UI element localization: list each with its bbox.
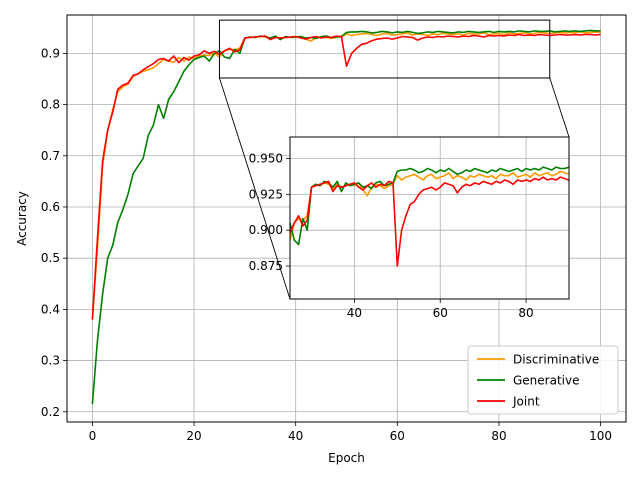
- main-lines: [91, 29, 601, 405]
- inset-background: [290, 137, 569, 299]
- inset-x-tick-label: 80: [518, 306, 533, 320]
- inset-y-tick-label: 0.900: [249, 223, 283, 237]
- main-y-tick-label: 0.8: [41, 98, 60, 112]
- series-line-discriminative: [91, 31, 601, 320]
- inset-lines: [290, 166, 569, 267]
- legend-label-discriminative: Discriminative: [513, 353, 599, 367]
- legend-box: [467, 345, 619, 415]
- main-y-tick-label: 0.7: [41, 149, 60, 163]
- main-y-tick-label: 0.9: [41, 46, 60, 60]
- legend: Discriminative Generative Joint: [467, 345, 619, 415]
- legend-label-generative: Generative: [513, 374, 579, 388]
- main-y-tick-label: 0.4: [41, 302, 60, 316]
- inset-y-tick-label: 0.875: [249, 259, 283, 273]
- main-x-tick-label: 60: [390, 429, 405, 443]
- inset-y-tick-label: 0.950: [249, 152, 283, 166]
- main-plot-frame: [66, 14, 627, 423]
- main-y-tick-label: 0.2: [41, 405, 60, 419]
- inset-series-line-joint: [290, 176, 569, 267]
- zoom-indicator: [218, 19, 570, 300]
- main-x-tick-label: 80: [491, 429, 506, 443]
- main-x-tick-label: 100: [589, 429, 612, 443]
- zoom-connector-left: [219, 77, 291, 300]
- zoom-connector-right: [549, 77, 570, 138]
- legend-label-joint: Joint: [512, 395, 540, 409]
- inset-series-line-discriminative: [290, 170, 569, 241]
- y-axis-label: Accuracy: [15, 191, 29, 246]
- x-axis-label: Epoch: [328, 451, 365, 465]
- main-x-tick-label: 40: [288, 429, 303, 443]
- inset-x-tick-label: 40: [347, 306, 362, 320]
- inset-x-tick-label: 60: [433, 306, 448, 320]
- inset-y-tick-label: 0.925: [249, 187, 283, 201]
- main-y-tick-label: 0.6: [41, 200, 60, 214]
- inset-plot-frame: [289, 136, 570, 300]
- zoom-region-rect: [218, 19, 551, 79]
- main-x-tick-label: 20: [186, 429, 201, 443]
- inset-ticks: 40 60 80 0.875 0.900 0.925 0.950: [249, 152, 534, 320]
- main-y-tick-label: 0.5: [41, 251, 60, 265]
- main-x-tick-label: 0: [89, 429, 97, 443]
- main-axes: 0 20 40 60 80 100 0.2 0.3 0.4 0.5 0.6 0.7 0.8 0.9 Epo…: [15, 14, 627, 465]
- main-y-tick-label: 0.3: [41, 354, 60, 368]
- series-line-generative: [91, 29, 601, 405]
- series-line-joint: [91, 33, 601, 320]
- inset-grid: [290, 137, 569, 299]
- inset-series-line-generative: [290, 166, 569, 246]
- inset-axes: 40 60 80 0.875 0.900 0.925 0.950: [249, 136, 570, 320]
- main-ticks: 0 20 40 60 80 100 0.2 0.3 0.4 0.5 0.6 0.7 0.8 0.9: [41, 46, 612, 443]
